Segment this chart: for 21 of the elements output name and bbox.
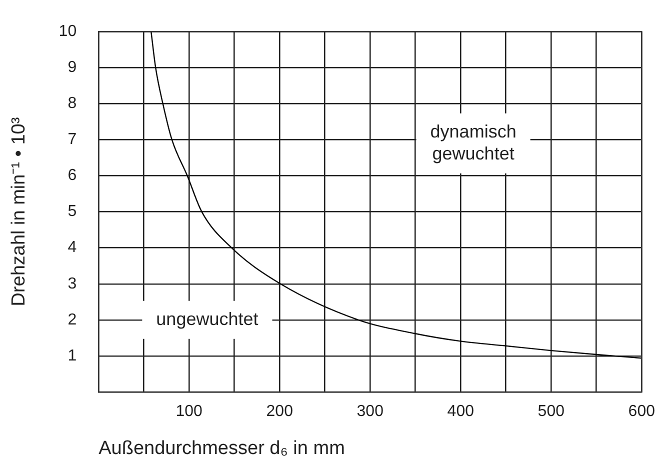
y-tick-label: 6	[68, 167, 77, 184]
y-tick-label: 2	[68, 311, 77, 328]
x-tick-label: 600	[628, 403, 656, 420]
annotation: ungewuchtet	[156, 308, 258, 329]
x-tick-label: 400	[447, 403, 474, 420]
y-tick-label: 5	[68, 203, 77, 220]
y-tick-label: 10	[58, 23, 77, 40]
y-tick-label: 7	[68, 131, 77, 148]
x-tick-label: 200	[266, 403, 294, 420]
x-axis-title: Außendurchmesser d₆ in mm	[98, 438, 345, 459]
y-tick-label: 8	[68, 95, 77, 112]
y-tick-label: 1	[68, 347, 77, 364]
y-tick-label: 3	[68, 275, 77, 292]
line-series	[150, 32, 642, 359]
x-tick-label: 100	[176, 403, 203, 420]
y-axis-title: Drehzahl in min⁻¹ • 10³	[8, 117, 30, 306]
x-tick-label: 500	[538, 403, 565, 420]
y-tick-label: 4	[68, 239, 77, 256]
x-tick-label: 300	[356, 403, 384, 420]
annotation: dynamisch gewuchtet	[430, 121, 516, 164]
y-tick-label: 9	[68, 59, 77, 76]
